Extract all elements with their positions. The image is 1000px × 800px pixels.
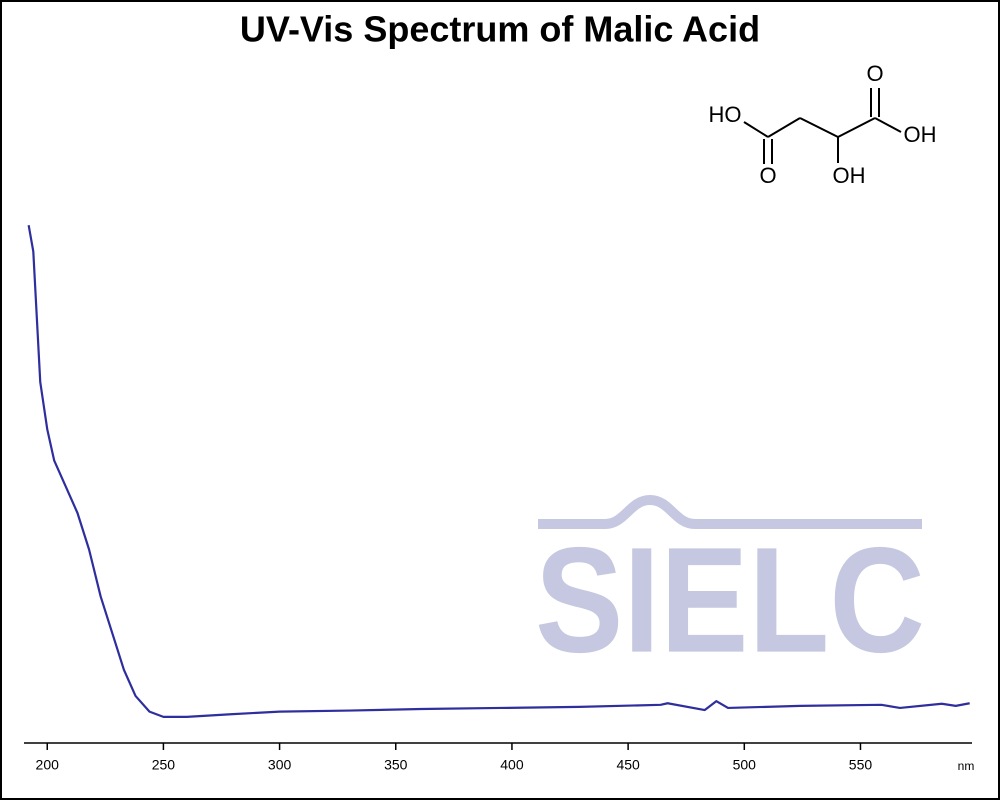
watermark: SIELC bbox=[535, 494, 925, 684]
watermark-bar bbox=[538, 494, 922, 529]
x-tick-label: 400 bbox=[500, 757, 524, 773]
x-tick-label: 300 bbox=[268, 757, 292, 773]
x-tick-label: 350 bbox=[384, 757, 408, 773]
structure-label: OH bbox=[833, 163, 866, 188]
x-tick-label: 550 bbox=[849, 757, 873, 773]
structure-label: HO bbox=[709, 102, 742, 127]
x-tick-label: 250 bbox=[152, 757, 176, 773]
x-tick-label: 500 bbox=[733, 757, 757, 773]
structure-label: O bbox=[866, 61, 883, 86]
x-tick-label: 200 bbox=[36, 757, 60, 773]
chart-title: UV-Vis Spectrum of Malic Acid bbox=[240, 9, 760, 50]
watermark-text: SIELC bbox=[535, 516, 925, 684]
x-axis-label: nm bbox=[958, 759, 975, 773]
x-tick-label: 450 bbox=[616, 757, 640, 773]
structure-label: OH bbox=[904, 122, 937, 147]
spectrum-line bbox=[27, 225, 970, 718]
structure-label: O bbox=[759, 163, 776, 188]
structure bbox=[743, 88, 902, 164]
